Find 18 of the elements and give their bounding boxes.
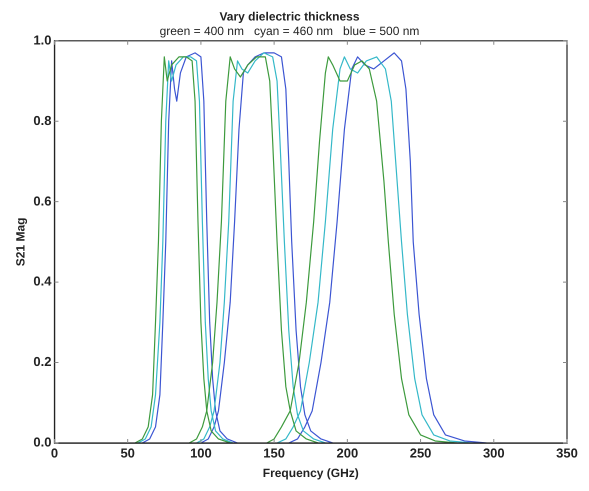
x-tick-label: 350 (556, 445, 578, 460)
y-axis-title: S21 Mag (14, 218, 28, 266)
x-tick-label: 50 (120, 445, 135, 460)
y-tick-label: 0.0 (33, 434, 52, 450)
y-tick-label: 0.2 (33, 354, 52, 370)
y-tick-label: 0.8 (33, 112, 52, 128)
x-tick-label: 150 (263, 445, 285, 460)
y-tick-label: 0.4 (33, 274, 52, 289)
x-tick-label: 300 (482, 445, 505, 460)
x-axis-title: Frequency (GHz) (262, 466, 359, 480)
x-tick-label: 0 (50, 445, 58, 460)
chart-title: Vary dielectric thickness (219, 10, 360, 24)
y-tick-label: 1.0 (33, 32, 52, 48)
x-tick-label: 100 (190, 445, 212, 460)
chart-subtitle: green = 400 nm cyan = 460 nm blue = 500 nm (160, 24, 420, 38)
x-tick-label: 250 (410, 445, 432, 460)
y-tick-label: 0.6 (33, 193, 52, 208)
x-tick-label: 200 (336, 445, 358, 460)
